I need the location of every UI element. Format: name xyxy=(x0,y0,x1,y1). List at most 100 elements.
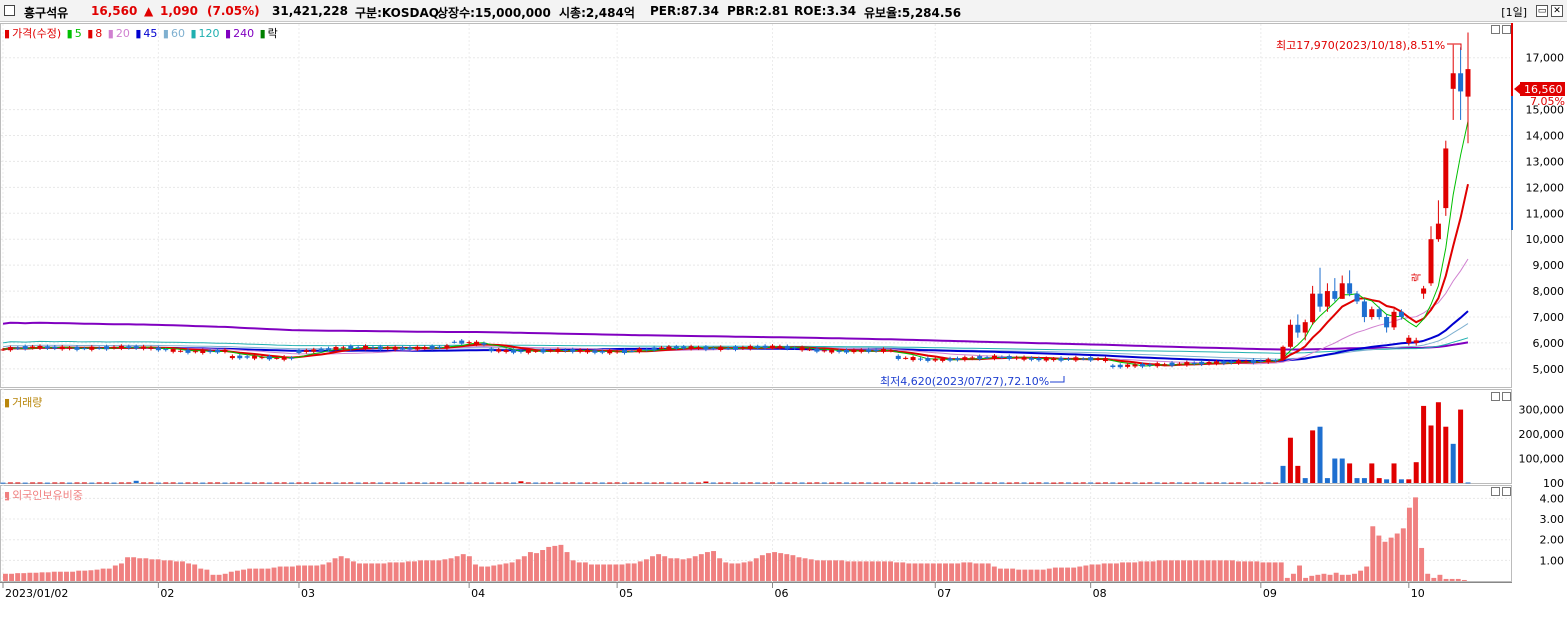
foreign-ownership-bar xyxy=(820,560,826,581)
foreign-ownership-bar xyxy=(1144,561,1150,581)
price-candle xyxy=(740,347,746,349)
price-panel-close-icon[interactable] xyxy=(1502,25,1511,34)
price-candle xyxy=(407,347,413,350)
volume-panel-minimize-icon[interactable] xyxy=(1491,392,1500,401)
volume-bar xyxy=(451,482,457,484)
price-candle xyxy=(858,349,864,352)
foreign-ownership-bar xyxy=(1059,567,1064,581)
price-candle xyxy=(1154,363,1160,367)
price-candle xyxy=(259,357,265,359)
foreign-ownership-bar xyxy=(717,558,723,581)
volume-bar xyxy=(814,482,820,484)
volume-bar xyxy=(954,482,960,484)
price-candle xyxy=(104,346,110,350)
price-candle xyxy=(281,356,287,360)
volume-bar xyxy=(126,482,132,484)
price-candle xyxy=(821,350,827,352)
price-panel-minimize-icon[interactable] xyxy=(1491,25,1500,34)
current-price: 16,560 xyxy=(91,4,138,18)
rak-marker: 락 xyxy=(1411,273,1423,282)
volume-bar xyxy=(74,482,80,484)
volume-bar xyxy=(1369,463,1375,483)
price-candle xyxy=(533,350,539,352)
volume-bar xyxy=(1339,458,1345,483)
foreign-ownership-bar xyxy=(436,560,442,581)
foreign-ownership-bar xyxy=(21,573,27,581)
volume-bar xyxy=(22,482,28,484)
stock-name[interactable]: 흥구석유 xyxy=(24,6,69,20)
price-candle xyxy=(792,347,798,349)
price-candle xyxy=(96,347,102,349)
foreign-ownership-bar xyxy=(900,562,906,581)
price-candle xyxy=(1176,363,1182,365)
foreign-y-tick: 2.00 xyxy=(1540,534,1565,547)
price-candle xyxy=(459,340,465,344)
legend-ma120[interactable]: 120 xyxy=(198,27,220,40)
volume-bar xyxy=(466,482,472,484)
low-annotation-arrow xyxy=(1050,376,1065,383)
volume-bar xyxy=(599,482,605,484)
legend-volume-label[interactable]: 거래량 xyxy=(12,396,43,409)
legend-ma8[interactable]: 8 xyxy=(95,27,103,40)
volume-bar xyxy=(1014,482,1020,484)
legend-ma240[interactable]: 240 xyxy=(233,27,255,40)
foreign-panel-minimize-icon[interactable] xyxy=(1491,487,1500,496)
foreign-ownership-bar xyxy=(1132,562,1138,581)
price-candle xyxy=(984,357,990,359)
foreign-ownership-bar xyxy=(698,554,704,581)
volume-bar xyxy=(725,482,731,484)
volume-bar xyxy=(1250,482,1256,484)
price-candle xyxy=(585,350,591,353)
price-candle xyxy=(910,357,916,361)
volume-bar xyxy=(821,482,827,484)
volume-bar xyxy=(1110,482,1116,484)
price-candle xyxy=(178,350,184,352)
volume-bar xyxy=(799,482,805,484)
volume-bar xyxy=(592,482,598,484)
legend-ma60[interactable]: 60 xyxy=(170,27,185,40)
legend-ma5[interactable]: 5 xyxy=(74,27,82,40)
volume-bar xyxy=(52,482,58,484)
period-selector[interactable]: [1일] xyxy=(1501,6,1527,19)
current-pct-tag: 7.05% xyxy=(1530,95,1565,108)
volume-bar xyxy=(104,482,110,484)
price-candle xyxy=(1228,361,1234,363)
price-candle xyxy=(799,347,805,351)
legend-price-label[interactable]: 가격(수정) xyxy=(12,27,62,40)
foreign-ownership-bar xyxy=(222,573,228,581)
volume-bar xyxy=(888,482,894,484)
price-candle xyxy=(954,358,960,360)
select-checkbox[interactable] xyxy=(4,5,15,16)
volume-panel-close-icon[interactable] xyxy=(1502,392,1511,401)
foreign-ownership-bar xyxy=(1449,578,1455,581)
foreign-ownership-bar xyxy=(650,556,655,581)
volume-bar xyxy=(1213,482,1219,484)
foreign-ownership-bar xyxy=(369,563,375,581)
volume-bar xyxy=(266,482,272,484)
volume-bar xyxy=(585,482,591,484)
price-candle xyxy=(1339,283,1345,299)
foreign-ownership-bar xyxy=(180,561,185,581)
foreign-ownership-bar xyxy=(985,563,991,581)
maximize-icon[interactable]: ▭ xyxy=(1536,5,1548,17)
volume-bar xyxy=(222,482,228,484)
foreign-ownership-bar xyxy=(1370,526,1376,581)
price-candle xyxy=(363,345,369,349)
close-icon[interactable]: ✕ xyxy=(1551,5,1563,17)
volume-bar xyxy=(1384,479,1390,483)
foreign-ownership-bar xyxy=(137,558,143,581)
volume-bar xyxy=(67,482,73,484)
foreign-panel-close-icon[interactable] xyxy=(1502,487,1511,496)
x-tick-label: 09 xyxy=(1263,587,1277,600)
foreign-ownership-bar xyxy=(1083,565,1089,581)
volume-bar xyxy=(622,482,628,484)
volume-bar xyxy=(562,482,568,484)
legend-ma20[interactable]: 20 xyxy=(115,27,130,40)
foreign-ownership-bar xyxy=(997,568,1003,581)
price-candle xyxy=(888,350,894,352)
legend-ma45[interactable]: 45 xyxy=(143,27,158,40)
price-candle xyxy=(340,347,346,349)
current-price-tag: 16,560 xyxy=(1524,83,1563,96)
legend-rak[interactable]: 락 xyxy=(267,27,278,40)
volume-bar xyxy=(1006,482,1012,484)
